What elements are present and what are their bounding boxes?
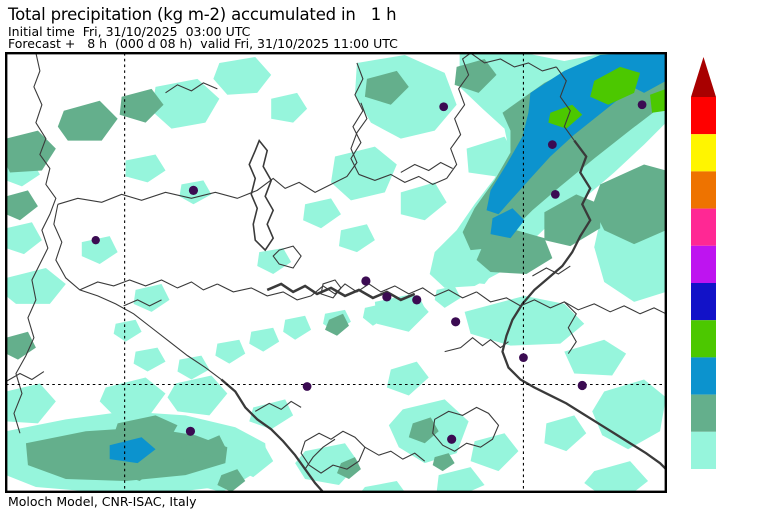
city-marker	[447, 434, 457, 444]
city-marker	[547, 140, 557, 149]
coastline-layer	[6, 53, 666, 492]
colorbar-band-2.5	[691, 394, 716, 432]
colorbar-swatches	[691, 57, 716, 469]
colorbar-band-50	[691, 134, 716, 172]
city-marker	[382, 292, 392, 302]
colorbar-band-30	[691, 171, 716, 209]
colorbar-band-10	[691, 320, 716, 358]
city-marker	[185, 426, 196, 436]
precip-band-5.0	[548, 66, 666, 129]
page-title: Total precipitation (kg m-2) accumulated…	[8, 5, 397, 24]
city-marker	[577, 380, 587, 391]
city-marker	[637, 100, 647, 110]
city-marker	[302, 382, 312, 391]
colorbar: 100.0 50.0 30.0 25.0 20.0 15.0 10.0 5.0 …	[686, 55, 760, 475]
city-marker	[550, 189, 560, 199]
model-credit-label: Moloch Model, CNR-ISAC, Italy	[8, 494, 197, 509]
city-marker	[519, 353, 528, 362]
colorbar-arrow-over	[691, 57, 716, 97]
colorbar-band-25	[691, 208, 716, 246]
colorbar-band-5	[691, 357, 716, 395]
forecast-validity-label: Forecast + 8 h (000 d 08 h) valid Fri, 3…	[8, 36, 398, 51]
city-marker-layer	[91, 100, 647, 444]
colorbar-band-0.5	[691, 431, 716, 469]
colorbar-band-15	[691, 283, 716, 321]
city-marker	[188, 185, 199, 195]
colorbar-band-20	[691, 245, 716, 283]
colorbar-band-100	[691, 97, 716, 135]
precipitation-map	[6, 53, 666, 492]
city-marker	[91, 235, 100, 245]
city-marker	[412, 295, 422, 305]
gridline-layer	[6, 53, 666, 492]
map-panel[interactable]	[5, 52, 667, 493]
initial-time-label: Initial time Fri, 31/10/2025 03:00 UTC	[8, 24, 251, 39]
city-marker	[451, 317, 461, 327]
city-marker	[361, 276, 371, 286]
city-marker	[439, 102, 449, 112]
